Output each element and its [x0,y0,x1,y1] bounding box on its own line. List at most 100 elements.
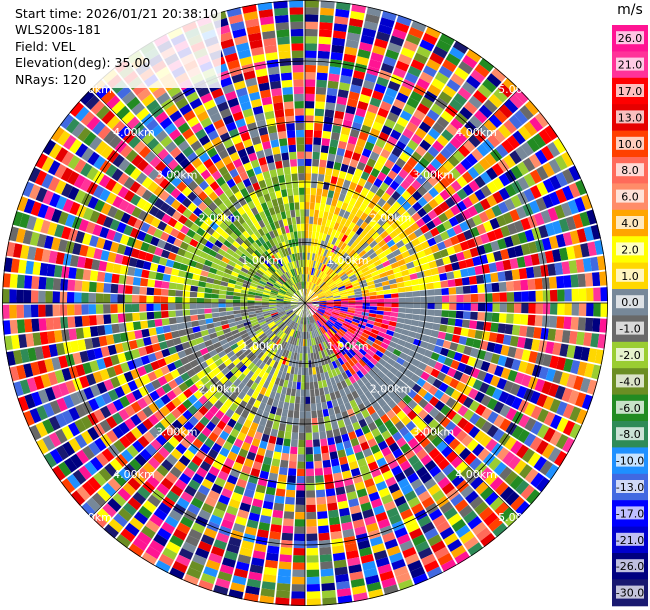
velocity-gate [351,175,360,184]
velocity-gate [473,235,483,247]
velocity-gate [434,309,442,317]
velocity-gate [463,101,478,115]
velocity-gate [310,260,314,268]
velocity-gate [355,227,364,236]
velocity-gate [468,180,480,192]
velocity-gate [306,288,308,296]
velocity-gate [586,303,594,317]
velocity-gate [335,267,343,274]
velocity-gate [353,267,361,274]
velocity-gate [456,232,467,243]
velocity-gate [345,284,353,290]
velocity-gate [486,230,497,242]
velocity-gate [500,248,510,260]
velocity-gate [411,133,423,145]
velocity-gate [316,254,321,262]
velocity-gate [344,112,355,122]
velocity-gate [316,72,328,81]
velocity-gate [435,258,445,267]
velocity-gate [314,277,320,285]
velocity-gate [367,284,376,290]
velocity-gate [350,241,358,250]
velocity-gate [306,274,308,282]
velocity-gate [407,267,417,275]
velocity-gate [438,212,449,223]
velocity-gate [305,21,318,30]
velocity-gate [305,194,310,203]
velocity-gate [326,94,337,104]
velocity-gate [306,259,310,268]
velocity-gate [462,54,478,69]
velocity-gate [321,264,327,272]
velocity-gate [338,193,346,202]
velocity-gate [326,298,334,301]
velocity-gate [527,314,536,326]
velocity-gate [317,58,330,67]
velocity-gate [305,230,309,239]
velocity-gate [474,175,486,188]
velocity-gate [448,310,457,318]
velocity-gate [310,283,315,291]
velocity-gate [445,123,459,136]
velocity-gate [305,296,308,303]
velocity-gate [394,21,410,33]
velocity-gate [507,247,517,259]
velocity-gate [429,52,445,65]
velocity-gate [339,133,349,143]
velocity-gate [456,303,464,311]
velocity-gate [483,242,493,254]
velocity-gate [324,289,332,295]
velocity-gate [483,119,497,133]
velocity-gate [405,291,413,298]
velocity-gate [311,238,315,246]
velocity-gate [335,154,344,164]
velocity-gate [348,230,356,239]
velocity-gate [342,277,350,284]
velocity-gate [309,274,313,283]
velocity-gate [450,192,462,204]
velocity-gate [305,296,310,303]
velocity-gate [362,309,370,313]
velocity-gate [395,185,406,196]
velocity-gate [436,116,450,129]
velocity-gate [319,281,326,288]
velocity-gate [544,124,559,141]
velocity-gate [324,174,332,183]
velocity-gate [566,246,576,260]
velocity-gate [336,215,343,224]
velocity-gate [432,140,444,153]
velocity-gate [538,225,549,239]
velocity-gate [305,245,308,253]
velocity-gate [391,190,401,201]
velocity-gate [542,162,555,178]
velocity-gate [421,214,432,224]
velocity-gate [349,197,357,207]
velocity-gate [535,197,547,212]
velocity-gate [436,134,449,147]
velocity-gate [497,238,507,250]
velocity-gate [348,305,356,308]
velocity-gate [449,167,462,180]
velocity-gate [518,125,532,141]
velocity-gate [333,295,341,299]
velocity-gate [305,108,314,116]
velocity-gate [512,130,526,145]
velocity-gate [352,282,360,288]
velocity-gate [380,165,391,176]
velocity-gate [345,172,354,182]
velocity-gate [305,238,308,246]
velocity-gate [485,208,496,220]
velocity-gate [338,285,346,290]
velocity-gate [395,276,404,283]
velocity-gate [318,43,331,52]
velocity-gate [336,281,344,287]
velocity-gate [375,263,384,271]
velocity-gate [333,304,341,307]
velocity-gate [333,297,341,300]
velocity-gate [492,303,500,312]
velocity-gate [552,220,563,235]
velocity-gate [491,312,500,323]
velocity-gate [564,303,572,316]
velocity-gate [439,33,455,46]
velocity-gate [347,271,355,278]
